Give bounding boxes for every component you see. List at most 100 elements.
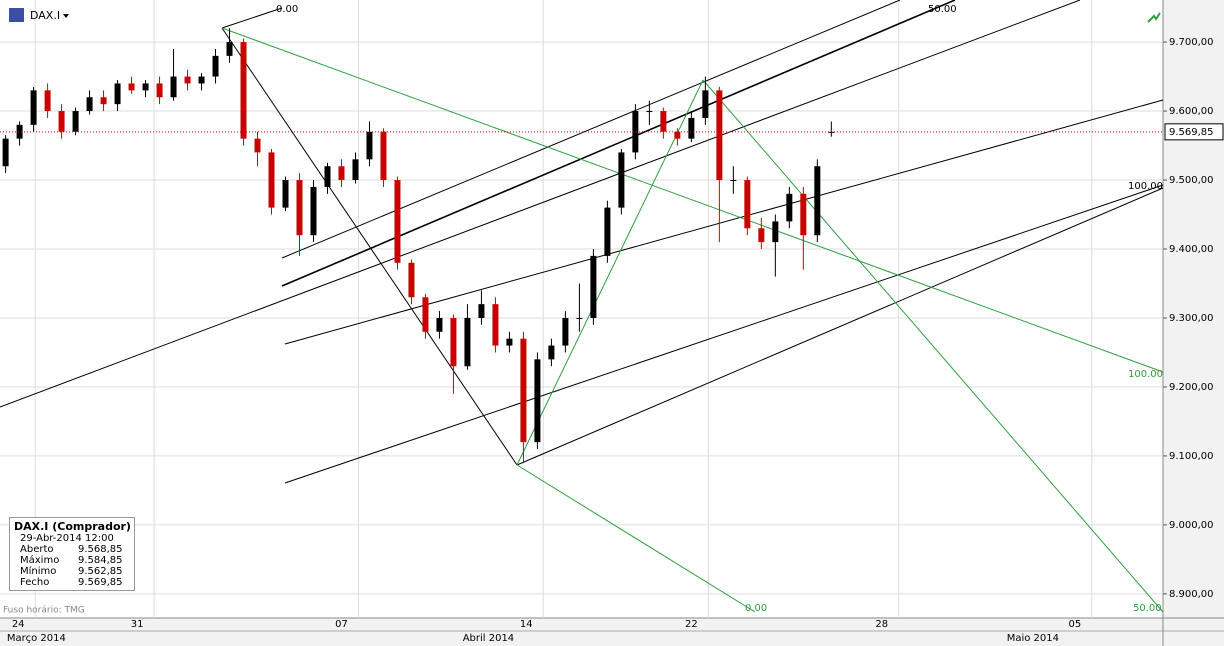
candle-body <box>548 345 555 360</box>
info-row: Máximo 9.584,85 <box>14 555 134 566</box>
candle-body <box>184 76 191 84</box>
fib-line <box>221 27 1164 373</box>
candle-body <box>730 180 737 182</box>
channel-line <box>281 0 901 259</box>
candle-body <box>58 111 65 132</box>
candle-body <box>702 90 709 118</box>
x-tick-label: 24 <box>12 619 25 630</box>
x-tick-label: 22 <box>685 619 698 630</box>
info-key: Máximo <box>20 555 60 566</box>
info-value: 9.568,85 <box>78 544 123 555</box>
fib-label: 0.00 <box>276 4 298 15</box>
channel-line <box>284 99 1164 345</box>
candle-body <box>688 117 695 139</box>
y-tick-label: 9.500,00 <box>1169 175 1214 186</box>
price-axis-panel <box>1163 0 1224 646</box>
info-row: Mínimo 9.562,85 <box>14 566 134 577</box>
trend-line <box>221 27 518 466</box>
channel-line <box>284 184 1164 484</box>
candle-body <box>492 304 499 346</box>
x-tick-label: 31 <box>131 619 144 630</box>
candle-body <box>436 317 443 332</box>
candle-body <box>338 166 345 181</box>
y-tick-label: 9.200,00 <box>1169 382 1214 393</box>
candle-body <box>380 131 387 181</box>
symbol-icon[interactable] <box>9 8 24 22</box>
info-key: Aberto <box>20 544 54 555</box>
candle-body <box>212 55 219 77</box>
month-label: Abril 2014 <box>463 633 514 644</box>
candle-body <box>744 180 751 229</box>
candle-body <box>604 207 611 256</box>
y-tick-label: 9.700,00 <box>1169 37 1214 48</box>
info-box: DAX.I (Comprador) 29-Abr-2014 12:00 Aber… <box>9 517 135 591</box>
candle-body <box>478 304 485 318</box>
channel-line <box>0 0 1081 408</box>
candle-body <box>72 111 79 132</box>
fib-label: 100.00 <box>1128 181 1163 192</box>
x-tick-label: 14 <box>520 619 533 630</box>
symbol[interactable]: DAX.I <box>30 9 60 22</box>
timezone-note: Fuso horário: TMG <box>3 606 85 616</box>
status-icon <box>1147 12 1161 23</box>
candle-body <box>464 317 471 367</box>
fib-line <box>702 79 1164 613</box>
y-tick-label: 9.000,00 <box>1169 520 1214 531</box>
candle-body <box>576 317 583 319</box>
info-row: Aberto 9.568,85 <box>14 544 134 555</box>
candle-body <box>254 138 261 153</box>
candle-body <box>156 83 163 98</box>
x-tick-label: 05 <box>1068 619 1081 630</box>
candle-body <box>716 90 723 181</box>
candle-body <box>632 111 639 153</box>
fib-label: 50.00 <box>928 4 957 15</box>
info-key: Fecho <box>20 577 50 588</box>
candle-body <box>422 297 429 332</box>
info-key: Mínimo <box>20 566 57 577</box>
y-tick-label: 9.300,00 <box>1169 313 1214 324</box>
info-value: 9.569,85 <box>78 577 123 588</box>
last-price-label: 9.569,85 <box>1169 127 1214 138</box>
candle-body <box>800 193 807 236</box>
candle-body <box>30 90 37 125</box>
candle-body <box>44 90 51 112</box>
candle-body <box>646 111 653 113</box>
info-value: 9.562,85 <box>78 566 123 577</box>
fib-label: 100.00 <box>1128 369 1163 380</box>
candle-body <box>240 42 247 139</box>
candle-body <box>786 193 793 222</box>
channel-line <box>516 187 1164 466</box>
trend-line <box>221 7 283 29</box>
candle-body <box>114 83 121 105</box>
fib-label: 50.00 <box>1133 603 1162 614</box>
fib-tools <box>0 0 1164 613</box>
fib-line <box>516 464 756 613</box>
info-title: DAX.I (Comprador) <box>14 520 131 533</box>
x-tick-label: 07 <box>335 619 348 630</box>
candle-body <box>324 166 331 187</box>
candle-body <box>2 138 9 167</box>
candle-body <box>170 76 177 98</box>
candle-body <box>86 97 93 112</box>
candle-body <box>394 180 401 263</box>
candle-body <box>366 131 373 160</box>
candle-body <box>660 111 667 132</box>
candle-body <box>772 221 779 243</box>
time-axis-panel <box>0 618 1224 646</box>
candle-body <box>296 180 303 236</box>
candle-body <box>450 317 457 367</box>
candle-body <box>814 166 821 236</box>
info-row: Fecho 9.569,85 <box>14 577 134 588</box>
candle-body <box>520 338 527 443</box>
y-tick-label: 9.600,00 <box>1169 106 1214 117</box>
candle-body <box>226 42 233 56</box>
month-label: Março 2014 <box>7 633 66 644</box>
y-tick-label: 9.400,00 <box>1169 244 1214 255</box>
dropdown-arrow[interactable] <box>63 14 69 18</box>
fib-line <box>516 79 704 466</box>
y-tick-label: 9.100,00 <box>1169 451 1214 462</box>
x-tick-label: 28 <box>875 619 888 630</box>
candle-body <box>352 159 359 181</box>
